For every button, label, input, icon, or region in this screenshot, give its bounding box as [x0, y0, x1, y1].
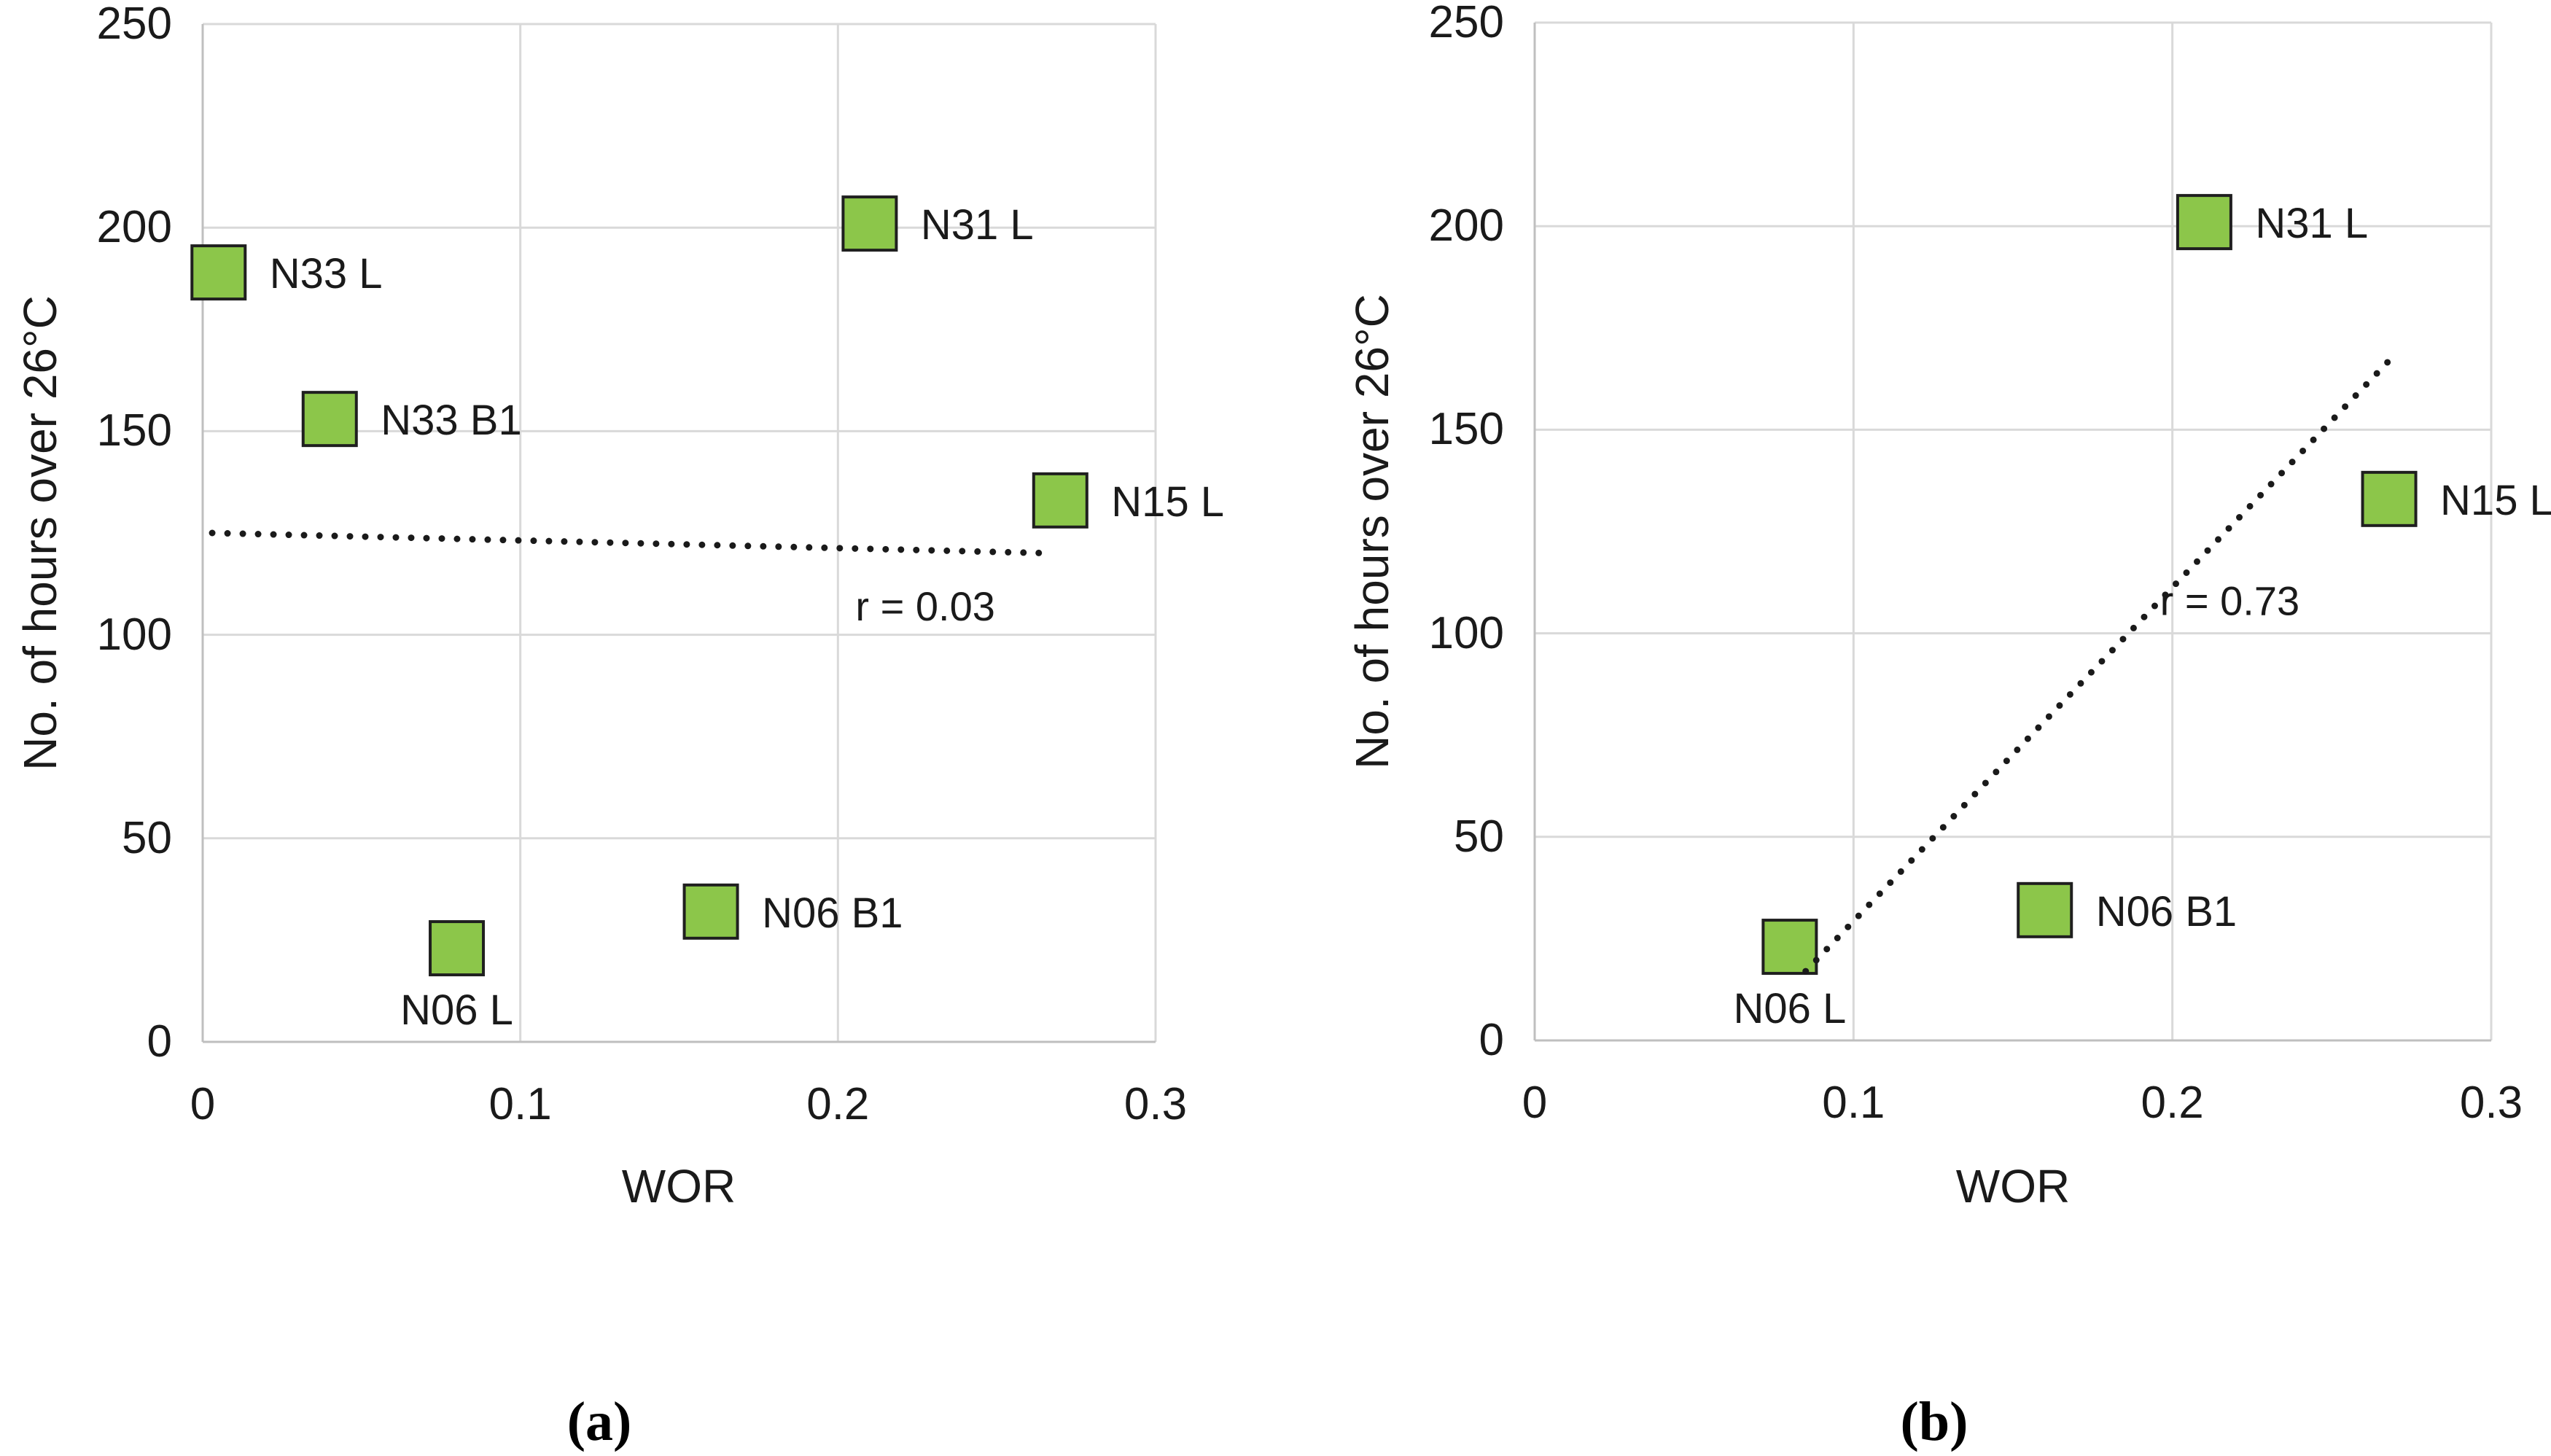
data-point-marker: [2361, 470, 2418, 527]
y-tick-label: 200: [96, 202, 172, 253]
panel-caption-a: (a): [566, 1391, 632, 1452]
data-point-marker: [190, 244, 247, 301]
y-tick-label: 100: [96, 609, 172, 660]
y-tick-label: 250: [96, 0, 172, 49]
y-tick-label: 250: [1428, 0, 1504, 47]
y-tick-label: 200: [1428, 201, 1504, 252]
data-point-label: N06 L: [400, 986, 513, 1034]
y-tick-label: 0: [147, 1016, 172, 1067]
data-point-label: N15 L: [1111, 478, 1224, 526]
data-point-label: N06 B1: [2096, 888, 2237, 935]
data-point-marker: [2017, 881, 2073, 938]
x-tick-label: 0.2: [2141, 1078, 2204, 1128]
x-tick-label: 0: [1522, 1078, 1548, 1128]
x-tick-label: 0.1: [1822, 1078, 1885, 1128]
y-axis-title-a: No. of hours over 26°C: [14, 295, 66, 771]
data-point-marker: [301, 391, 358, 448]
data-point-marker: [682, 883, 739, 940]
correlation-annotation: r = 0.03: [855, 583, 994, 629]
chart-a: N33 L N33 B1 N31 L N15 L N06 B1 N06 L r = 0.03: [190, 23, 1224, 1043]
data-point-label: N06 B1: [762, 889, 903, 937]
data-point-marker: [429, 920, 486, 977]
x-axis-title-a: WOR: [621, 1160, 736, 1212]
x-axis-title-b: WOR: [1955, 1160, 2071, 1212]
y-tick-label: 50: [1454, 811, 1504, 862]
data-point-marker: [1032, 472, 1088, 529]
data-point-marker: [2176, 194, 2232, 251]
y-tick-label: 100: [1428, 607, 1504, 658]
data-point-label: N33 L: [270, 250, 383, 297]
data-point-label: N06 L: [1733, 985, 1846, 1032]
x-tick-label: 0.3: [1123, 1079, 1188, 1129]
data-point-label: N31 L: [921, 201, 1034, 249]
data-point-label: N31 L: [2255, 200, 2368, 247]
x-tick-label: 0.2: [806, 1079, 870, 1129]
trendline-dotted: [1802, 357, 2393, 975]
correlation-annotation: r = 0.73: [2160, 577, 2299, 623]
data-point-marker: [1761, 919, 1818, 976]
panel-caption-b: (b): [1900, 1391, 1968, 1452]
data-point-label: N15 L: [2440, 477, 2551, 524]
y-tick-label: 0: [1479, 1015, 1504, 1065]
y-axis-title-b: No. of hours over 26°C: [1346, 294, 1398, 769]
chart-b: N31 L N15 L N06 B1 N06 L r = 0.73: [1533, 21, 2551, 1042]
x-tick-label: 0.3: [2459, 1078, 2523, 1128]
y-tick-label: 150: [96, 405, 172, 456]
x-tick-label: 0: [190, 1079, 216, 1129]
data-point-label: N33 B1: [381, 397, 521, 444]
x-tick-label: 0.1: [488, 1079, 552, 1129]
y-tick-label: 50: [122, 812, 172, 863]
trendline-dotted: [209, 529, 1058, 557]
data-point-marker: [841, 195, 898, 252]
y-tick-label: 150: [1428, 404, 1504, 455]
